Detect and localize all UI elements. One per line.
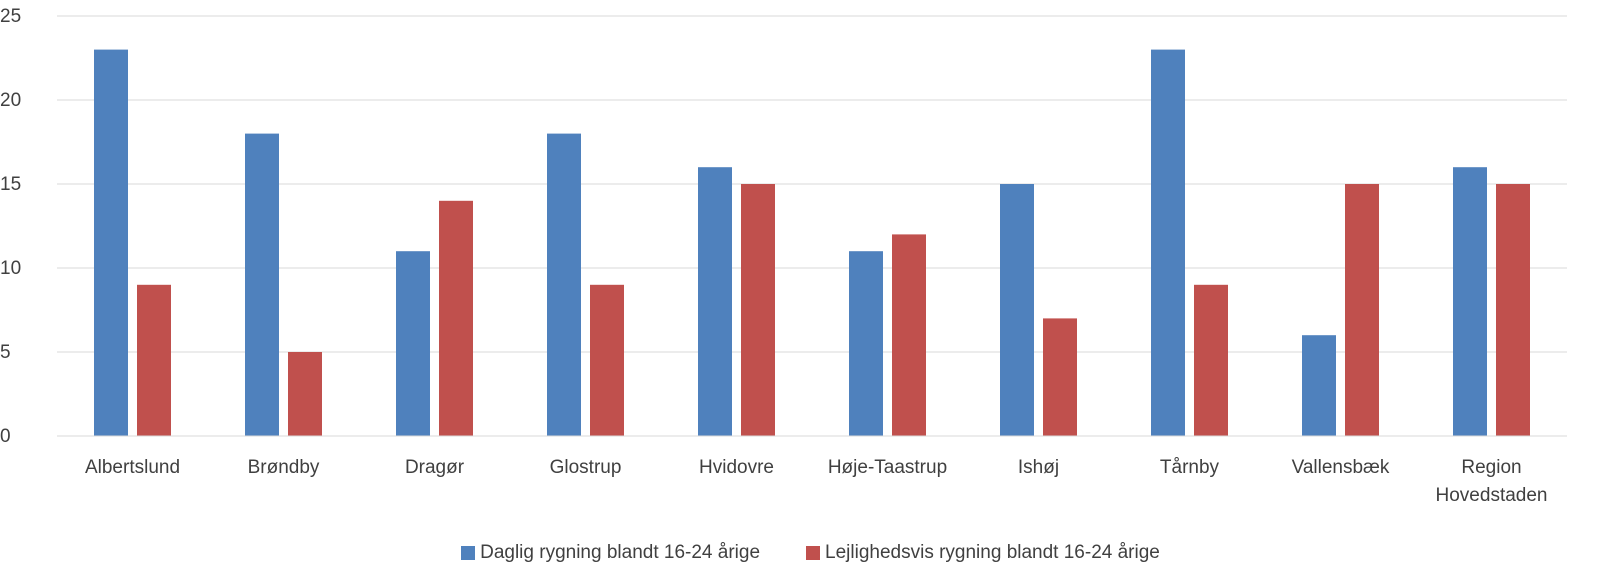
x-tick-label-line: Ishøj <box>1018 457 1059 478</box>
legend-swatch-daglig <box>461 546 476 560</box>
bar-series-0-6 <box>1000 184 1034 436</box>
x-tick-label: Tårnby <box>1160 457 1220 478</box>
x-tick-label: Ishøj <box>1018 457 1059 478</box>
bar-series-1-0 <box>137 284 171 436</box>
y-tick-label: 15 <box>0 174 21 195</box>
y-tick-label: 10 <box>0 258 21 279</box>
x-tick-label-line: Vallensbæk <box>1292 457 1390 478</box>
bar-series-0-7 <box>1151 49 1185 436</box>
x-tick-label: Region Hovedstaden <box>1436 457 1548 506</box>
bar-series-1-9 <box>1496 184 1530 436</box>
bars <box>94 49 1530 436</box>
x-tick-label: Glostrup <box>550 457 622 478</box>
y-tick-label: 20 <box>0 90 21 111</box>
x-tick-label-line: Høje-Taastrup <box>828 457 947 478</box>
bar-series-1-3 <box>590 284 624 436</box>
bar-series-1-4 <box>741 184 775 436</box>
x-tick-label-line: Albertslund <box>85 457 180 478</box>
x-tick-label: Høje-Taastrup <box>828 457 947 478</box>
x-tick-label-line: Region <box>1461 457 1521 478</box>
bar-series-0-1 <box>245 133 279 436</box>
legend-item-daglig: Daglig rygning blandt 16-24 årige <box>461 542 760 564</box>
bar-series-0-3 <box>547 133 581 436</box>
x-tick-label-line: Tårnby <box>1160 457 1220 478</box>
y-axis-tick-labels: 0 5 10 15 20 25 <box>0 6 21 447</box>
x-tick-label-line: Hovedstaden <box>1436 485 1548 506</box>
bar-series-1-2 <box>439 200 473 436</box>
y-tick-label: 5 <box>0 342 11 363</box>
bar-series-1-8 <box>1345 184 1379 436</box>
bar-series-0-9 <box>1453 167 1487 436</box>
legend-item-lejlighedsvis: Lejlighedsvis rygning blandt 16-24 årige <box>806 542 1160 564</box>
x-tick-label: Albertslund <box>85 457 180 478</box>
gridlines <box>57 15 1567 353</box>
x-tick-label-line: Brøndby <box>248 457 320 478</box>
bar-series-1-1 <box>288 352 322 436</box>
legend: Daglig rygning blandt 16-24 årige Lejlig… <box>0 542 1621 564</box>
y-tick-label: 0 <box>0 426 11 447</box>
bar-series-0-4 <box>698 167 732 436</box>
x-tick-label: Brøndby <box>248 457 320 478</box>
legend-label-daglig: Daglig rygning blandt 16-24 årige <box>480 542 761 563</box>
x-tick-label: Hvidovre <box>699 457 774 478</box>
x-axis-tick-labels: Albertslund Brøndby Dragør Glostrup Hvidovre… <box>85 457 1548 506</box>
bar-series-0-2 <box>396 251 430 436</box>
bar-series-0-0 <box>94 49 128 436</box>
x-tick-label: Vallensbæk <box>1292 457 1390 478</box>
x-tick-label-line: Dragør <box>405 457 465 478</box>
x-tick-label-line: Hvidovre <box>699 457 774 478</box>
bar-series-1-6 <box>1043 318 1077 436</box>
y-tick-label: 25 <box>0 6 21 27</box>
bar-series-1-5 <box>892 234 926 436</box>
bar-series-0-8 <box>1302 335 1336 436</box>
x-tick-label: Dragør <box>405 457 465 478</box>
legend-swatch-lejlighedsvis <box>806 546 821 560</box>
bar-series-0-5 <box>849 251 883 436</box>
bar-series-1-7 <box>1194 284 1228 436</box>
legend-label-lejlighedsvis: Lejlighedsvis rygning blandt 16-24 årige <box>825 542 1160 563</box>
x-tick-label-line: Glostrup <box>550 457 622 478</box>
